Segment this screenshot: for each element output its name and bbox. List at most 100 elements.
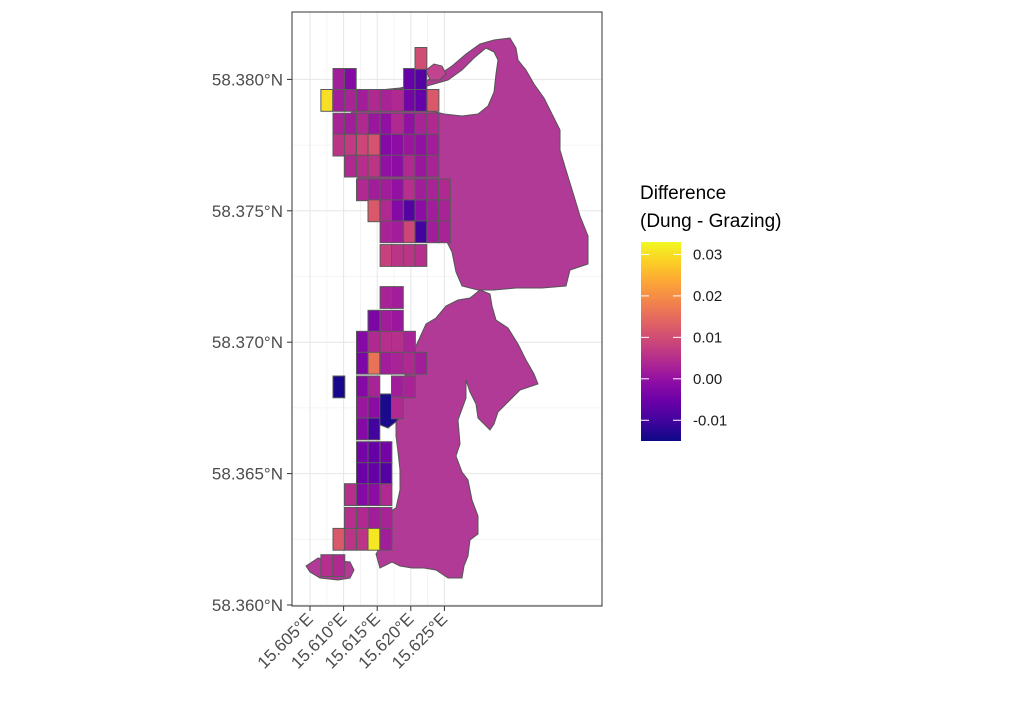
grid-cell — [367, 375, 381, 399]
legend-ticks: 0.03 0.02 0.01 0.00 -0.01 — [641, 246, 727, 429]
grid-cell — [426, 154, 440, 178]
grid-cell — [343, 133, 357, 157]
grid-cell — [367, 154, 381, 178]
grid-cell — [379, 220, 393, 244]
grid-cell — [356, 154, 369, 178]
grid-cell — [391, 89, 404, 112]
grid-cell — [332, 554, 346, 578]
grid-cell — [414, 351, 428, 375]
grid-cell — [356, 506, 369, 530]
grid-cell — [367, 133, 381, 157]
grid-cell — [367, 330, 381, 354]
grid-cell — [356, 462, 369, 486]
grid-cell — [332, 68, 346, 91]
grid-cell — [379, 351, 393, 375]
grid-cell — [414, 133, 428, 157]
grid-cell — [367, 462, 381, 486]
grid-cell — [403, 244, 416, 267]
grid-cell — [403, 330, 416, 354]
grid-cell — [343, 154, 357, 178]
grid-cell — [320, 554, 334, 578]
grid-cell — [356, 351, 369, 375]
grid-cell — [403, 178, 416, 202]
grid-cell — [367, 178, 381, 202]
grid-cell — [356, 396, 369, 420]
grid-cell — [379, 330, 393, 354]
region-outline-2 — [425, 63, 447, 81]
grid-cell — [414, 154, 428, 178]
grid-cell — [426, 199, 440, 223]
grid-cell — [414, 199, 428, 223]
grid-cell — [403, 154, 416, 178]
grid-cell — [320, 89, 334, 112]
grid-cell — [379, 199, 393, 223]
grid-cell — [356, 417, 369, 441]
grid-cell — [391, 396, 404, 420]
grid-cell — [391, 244, 404, 267]
grid-cell — [379, 462, 393, 486]
grid-cell — [403, 199, 416, 223]
grid-cell — [356, 133, 369, 157]
grid-cell — [367, 351, 381, 375]
grid-cell — [414, 244, 428, 267]
grid-cell — [332, 133, 346, 157]
grid-cell — [426, 112, 440, 136]
grid-cell — [426, 133, 440, 157]
legend-tick-label: -0.01 — [693, 412, 727, 429]
legend: Difference (Dung - Grazing) 0.03 0.02 0.01… — [640, 183, 782, 441]
grid-cell — [438, 178, 451, 202]
grid-cell — [332, 89, 346, 112]
legend-tick-label: 0.03 — [693, 246, 722, 263]
grid-cell — [391, 112, 404, 136]
grid-cell — [391, 286, 404, 309]
grid-cell — [391, 309, 404, 333]
grid-cell — [356, 483, 369, 507]
grid-cell — [343, 527, 357, 551]
y-tick-label: 58.380°N — [212, 70, 283, 89]
y-tick-label: 58.375°N — [212, 202, 283, 221]
legend-title-line-2: (Dung - Grazing) — [640, 211, 782, 232]
grid-cell — [343, 483, 357, 507]
grid-cell — [414, 89, 428, 112]
grid-cell — [332, 527, 346, 551]
legend-tick-label: 0.02 — [693, 288, 722, 305]
grid-cell — [332, 375, 346, 399]
grid-cell — [426, 89, 440, 112]
grid-cell — [343, 506, 357, 530]
y-tick-label: 58.365°N — [212, 465, 283, 484]
grid-cell — [367, 396, 381, 420]
legend-colorbar — [641, 242, 681, 441]
grid-cell — [379, 244, 393, 267]
grid-cell — [438, 199, 451, 223]
grid-cell — [426, 220, 440, 244]
grid-cell — [343, 89, 357, 112]
grid-cell — [356, 527, 369, 551]
grid-cell — [414, 68, 428, 91]
grid-cell — [367, 309, 381, 333]
grid-cell — [379, 154, 393, 178]
grid-cell — [391, 178, 404, 202]
grid-cell — [391, 133, 404, 157]
grid-cell — [356, 178, 369, 202]
grid-cell — [403, 351, 416, 375]
grid-cell — [356, 375, 369, 399]
grid-cells — [320, 47, 451, 578]
grid-cell — [391, 199, 404, 223]
grid-cell — [438, 220, 451, 244]
grid-cell — [367, 506, 381, 530]
grid-cell — [367, 441, 381, 465]
grid-cell — [379, 506, 393, 530]
grid-cell — [367, 112, 381, 136]
grid-cell — [367, 527, 381, 551]
grid-cell — [356, 441, 369, 465]
grid-cell — [379, 178, 393, 202]
y-axis-ticks: 58.360°N 58.365°N 58.370°N 58.375°N 58.380°N — [212, 70, 292, 615]
grid-cell — [367, 89, 381, 112]
y-tick-label: 58.370°N — [212, 333, 283, 352]
grid-cell — [379, 133, 393, 157]
grid-cell — [379, 286, 393, 309]
grid-cell — [403, 375, 416, 399]
grid-cell — [379, 441, 393, 465]
grid-cell — [414, 47, 428, 70]
